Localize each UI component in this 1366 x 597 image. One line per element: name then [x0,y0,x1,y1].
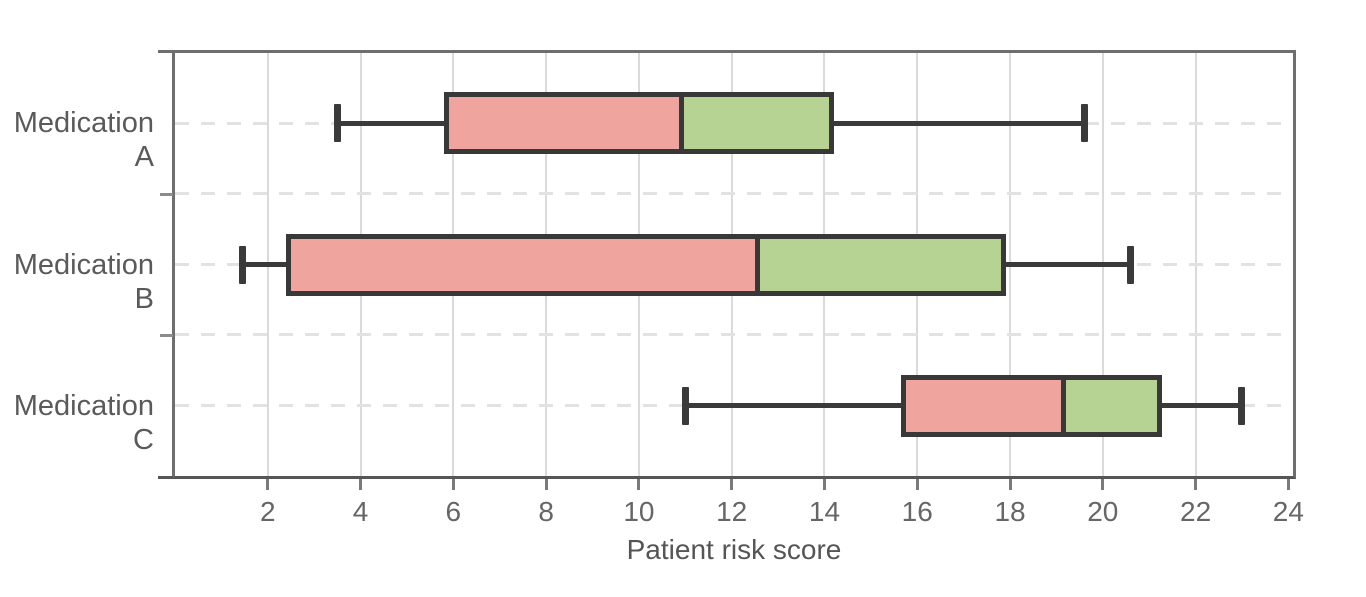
x-tick-label: 8 [538,496,554,527]
x-tick-mark [822,479,826,490]
box-medication-c [901,374,1162,437]
box-segment-above-median-medication-c [1066,379,1157,432]
x-tick-mark [266,479,270,490]
median-line-medication-b [755,238,761,291]
y-minor-tick [160,192,173,196]
x-tick-mark [1008,479,1012,490]
x-tick-label: 22 [1180,496,1212,527]
x-tick-label: 4 [352,496,369,527]
x-tick-label: 12 [716,496,748,527]
whisker-low-line-medication-c [685,403,901,408]
box-segment-below-median-medication-b [291,238,756,291]
category-label: Medication A [13,107,154,174]
whisker-low-cap-medication-a [333,104,341,143]
whisker-high-line-medication-a [824,120,1085,126]
box-segment-below-median-medication-c [906,379,1062,432]
box-segment-above-median-medication-b [760,238,1002,291]
x-tick-label: 18 [994,496,1026,527]
y-axis-category-labels: Medication A Medication B Medication C [0,53,163,476]
whisker-high-cap-medication-b [1127,245,1135,284]
x-tick-mark [637,479,641,490]
x-tick-mark [915,479,919,490]
whisker-high-line-medication-b [996,262,1131,267]
category-label: Medication C [13,389,154,456]
whisker-low-line-medication-a [337,120,445,126]
median-line-medication-c [1061,379,1067,432]
x-tick-mark [730,479,734,490]
x-tick-mark [1194,479,1198,490]
y-minor-tick [160,333,173,337]
whisker-high-line-medication-c [1151,403,1242,408]
x-tick-mark [544,479,548,490]
x-tick-label: 16 [901,496,933,527]
x-tick-mark [359,479,363,490]
box-medication-b [286,233,1007,296]
x-tick-label: 6 [445,496,462,527]
x-tick-label: 10 [623,496,655,527]
y-gridline-dashed [175,333,1293,337]
x-tick-label: 24 [1272,496,1304,527]
whisker-low-cap-medication-b [238,245,246,284]
box-segment-above-median-medication-a [683,97,830,150]
whisker-low-cap-medication-c [681,386,689,425]
x-tick-mark [1286,479,1290,490]
whisker-low-line-medication-b [242,262,287,267]
x-tick-mark [451,479,455,490]
box-medication-a [444,92,835,155]
x-tick-label: 14 [808,496,841,527]
x-axis: 2 4 6 8 10 12 14 16 18 20 22 24 [175,479,1304,539]
bottom-spine-tail [158,476,173,479]
top-spine-tail [158,50,173,53]
median-line-medication-a [678,97,684,150]
whisker-high-cap-medication-a [1080,104,1088,143]
x-tick-label: 20 [1087,496,1119,527]
x-tick-mark [1101,479,1105,490]
x-axis-title: Patient risk score [626,534,842,565]
x-tick-label: 2 [259,496,276,527]
plot-area [172,50,1296,479]
category-label: Medication B [13,248,154,315]
whisker-high-cap-medication-c [1238,386,1246,425]
y-gridline-dashed [175,192,1293,196]
box-segment-below-median-medication-a [449,97,679,150]
